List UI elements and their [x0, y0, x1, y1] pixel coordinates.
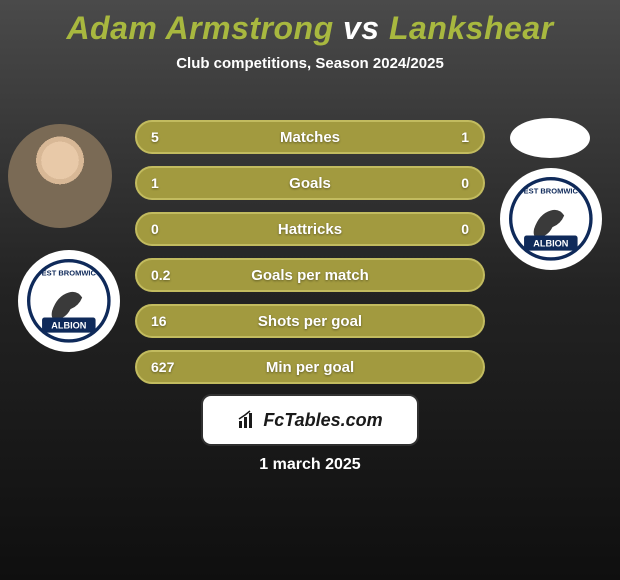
page-title: Adam Armstrong vs Lankshear — [0, 0, 620, 47]
player2-name: Lankshear — [389, 10, 554, 46]
stats-list: 5 Matches 1 1 Goals 0 0 Hattricks 0 0.2 … — [135, 120, 485, 396]
stat-left-value: 0 — [151, 221, 159, 237]
stat-row: 1 Goals 0 — [135, 166, 485, 200]
chart-icon — [237, 410, 257, 430]
svg-text:ALBION: ALBION — [51, 321, 87, 331]
stat-label: Goals per match — [251, 267, 369, 284]
stat-label: Min per goal — [266, 359, 354, 376]
albion-logo-icon: EST BROMWIC ALBION — [27, 259, 111, 343]
stat-label: Hattricks — [278, 221, 342, 238]
svg-text:EST BROMWIC: EST BROMWIC — [42, 269, 97, 278]
player1-name: Adam Armstrong — [66, 10, 333, 46]
stat-left-value: 16 — [151, 313, 167, 329]
subtitle: Club competitions, Season 2024/2025 — [0, 55, 620, 72]
player2-club-badge: EST BROMWIC ALBION — [500, 168, 602, 270]
brand-badge: FcTables.com — [203, 396, 417, 444]
stat-label: Matches — [280, 129, 340, 146]
svg-text:ALBION: ALBION — [533, 239, 569, 249]
player1-club-badge: EST BROMWIC ALBION — [18, 250, 120, 352]
albion-logo-icon: EST BROMWIC ALBION — [509, 177, 593, 261]
vs-text: vs — [343, 10, 380, 46]
stat-row: 0.2 Goals per match — [135, 258, 485, 292]
stat-right-value: 0 — [461, 221, 469, 237]
infographic: Adam Armstrong vs Lankshear Club competi… — [0, 0, 620, 580]
player2-avatar — [510, 118, 590, 158]
stat-left-value: 0.2 — [151, 267, 170, 283]
stat-label: Shots per goal — [258, 313, 362, 330]
stat-row: 627 Min per goal — [135, 350, 485, 384]
stat-right-value: 1 — [461, 129, 469, 145]
stat-left-value: 1 — [151, 175, 159, 191]
stat-left-value: 627 — [151, 359, 174, 375]
player1-avatar — [8, 124, 112, 228]
footer-date: 1 march 2025 — [259, 456, 360, 474]
svg-text:EST BROMWIC: EST BROMWIC — [524, 187, 579, 196]
stat-label: Goals — [289, 175, 331, 192]
stat-left-value: 5 — [151, 129, 159, 145]
stat-right-value: 0 — [461, 175, 469, 191]
stat-row: 16 Shots per goal — [135, 304, 485, 338]
stat-row: 5 Matches 1 — [135, 120, 485, 154]
stat-row: 0 Hattricks 0 — [135, 212, 485, 246]
brand-text: FcTables.com — [263, 410, 382, 431]
